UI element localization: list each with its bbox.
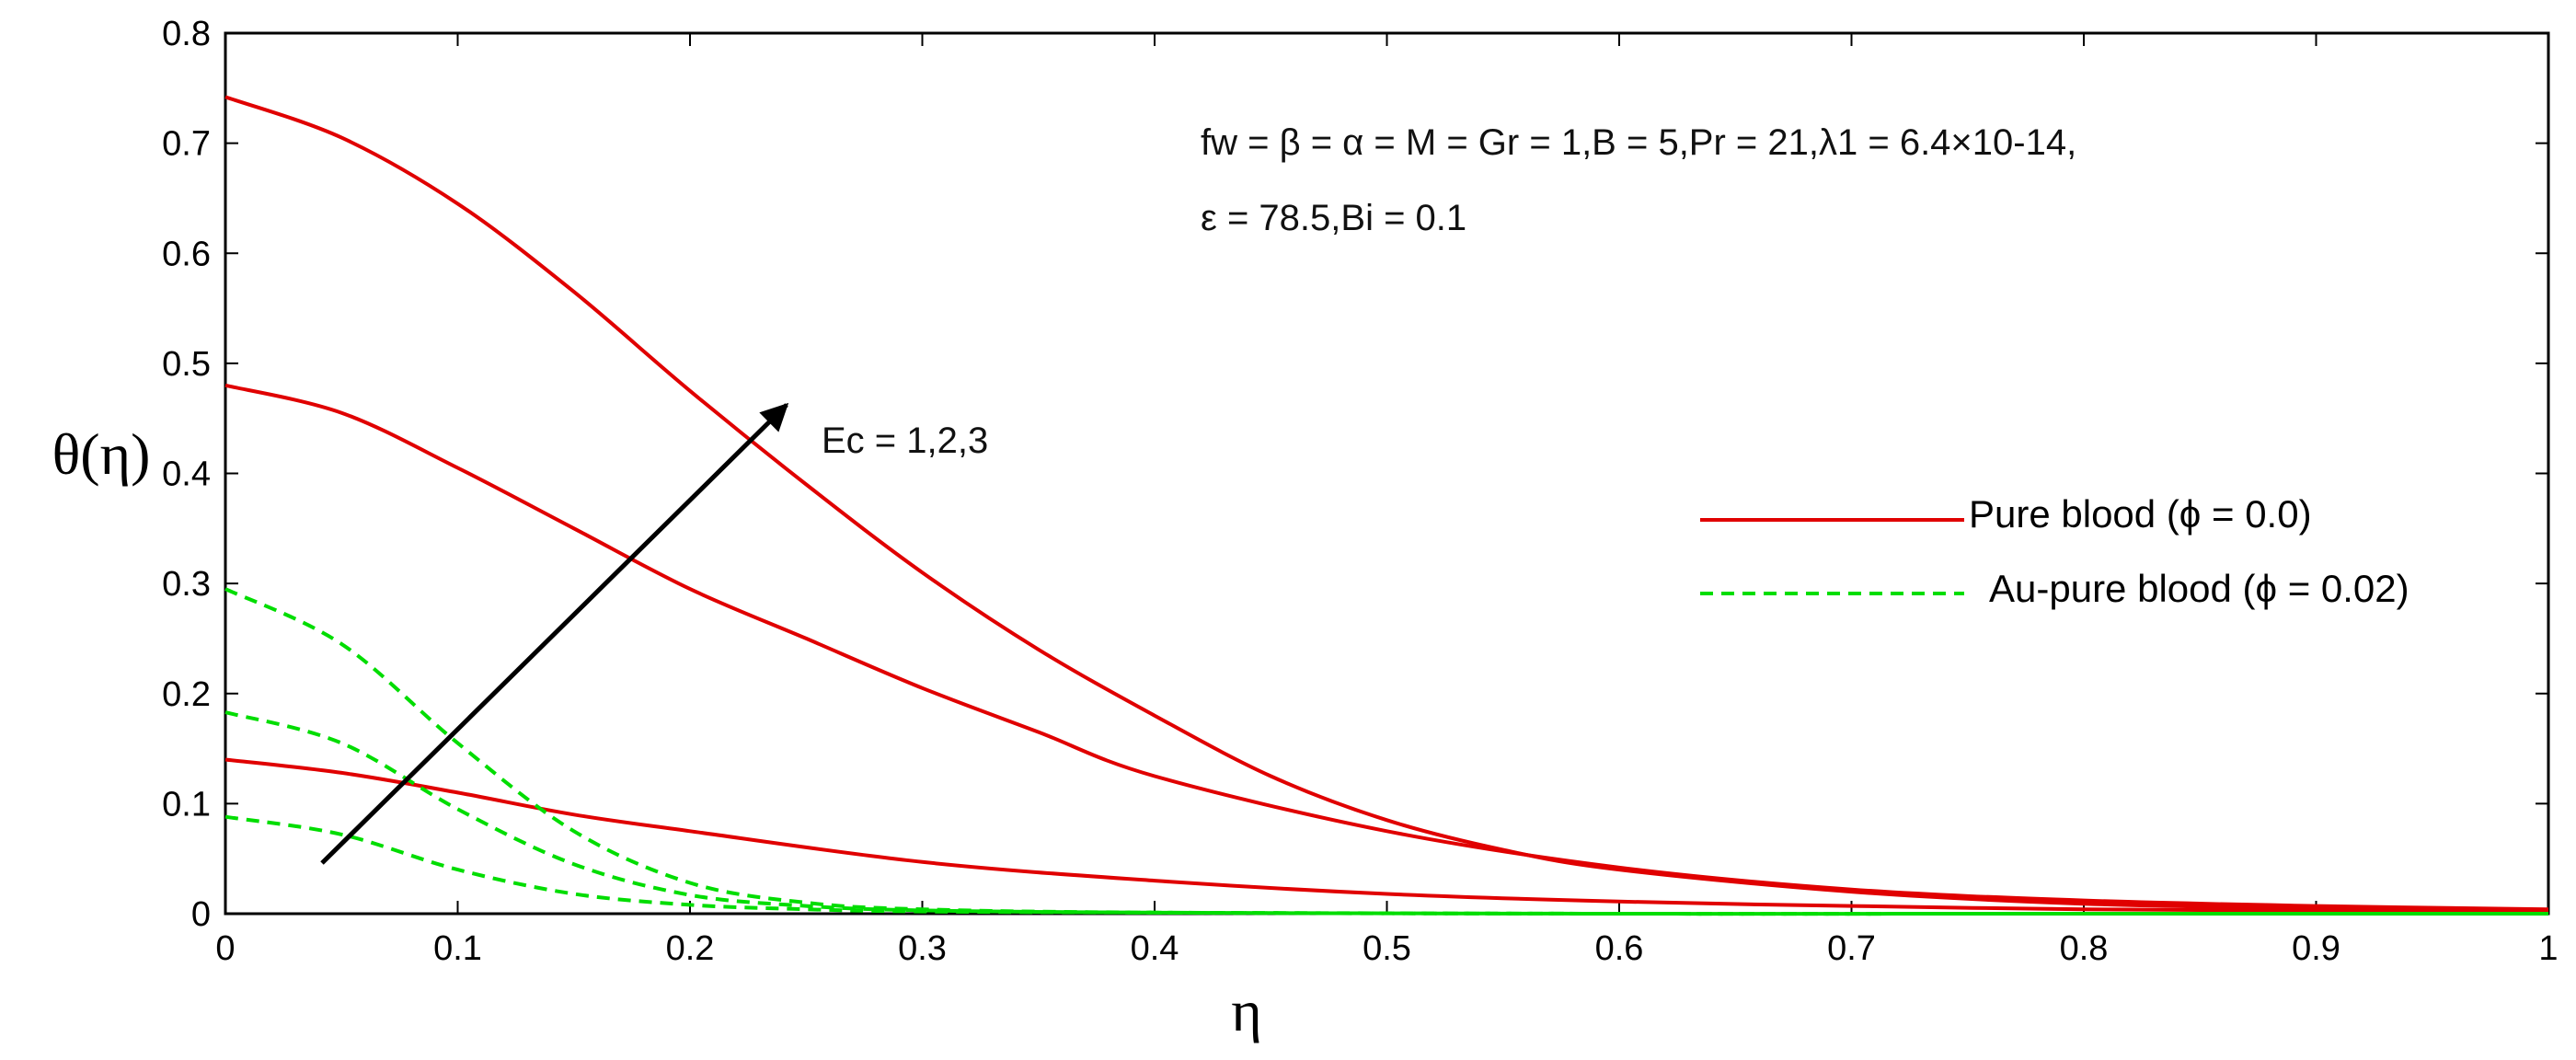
- x-tick-label: 0.5: [1363, 929, 1411, 968]
- x-tick-label: 1: [2538, 929, 2558, 968]
- series-line-pure-blood-ec3: [224, 95, 2549, 913]
- y-tick-label: 0.6: [162, 235, 211, 273]
- ec-trend-arrow: [320, 402, 789, 865]
- y-tick-label: 0.8: [162, 15, 211, 53]
- y-tick-label: 0.3: [162, 565, 211, 604]
- series-line-pure-blood-ec1: [224, 757, 2549, 914]
- y-tick-label: 0: [191, 895, 211, 934]
- parameter-annotation-line2: ε = 78.5,Bi = 0.1: [1201, 198, 1466, 238]
- y-tick-label: 0.1: [162, 785, 211, 824]
- x-tick-label: 0.9: [2292, 929, 2340, 968]
- x-tick-label: 0: [215, 929, 235, 968]
- parameter-annotation-line1: fw = β = α = M = Gr = 1,B = 5,Pr = 21,λ1…: [1201, 122, 2076, 163]
- y-tick-label: 0.4: [162, 455, 211, 494]
- y-tick-label: 0.2: [162, 675, 211, 714]
- y-tick-label: 0.7: [162, 125, 211, 164]
- x-tick-label: 0.6: [1595, 929, 1644, 968]
- series-layer: [224, 95, 2549, 916]
- series-line-au-pure-blood-ec3: [224, 587, 2548, 916]
- legend-label-au-pure-blood: Au-pure blood (ϕ = 0.02): [1989, 567, 2409, 610]
- series-line-au-pure-blood-ec2: [224, 710, 2548, 916]
- x-tick-label: 0.4: [1131, 929, 1179, 968]
- ec-arrow-label: Ec = 1,2,3: [822, 421, 988, 461]
- x-tick-label: 0.1: [433, 929, 482, 968]
- x-tick-label: 0.3: [898, 929, 947, 968]
- x-tick-label: 0.2: [666, 929, 715, 968]
- x-tick-label: 0.7: [1827, 929, 1876, 968]
- x-axis-label: η: [1231, 978, 1261, 1043]
- axis-ticks: 0 0.1 0.2 0.3 0.4 0.5 0.6 0.7 0.8 0.9 1 0 0.1 0.2 0.3 0…: [162, 15, 2558, 968]
- plot-frame: [224, 31, 2550, 916]
- legend-label-pure-blood: Pure blood (ϕ = 0.0): [1969, 492, 2312, 536]
- series-line-pure-blood-ec2: [224, 383, 2549, 912]
- y-tick-label: 0.5: [162, 345, 211, 384]
- x-tick-label: 0.8: [2060, 929, 2109, 968]
- y-axis-label: θ(η): [52, 421, 151, 487]
- legend: Pure blood (ϕ = 0.0) Au-pure blood (ϕ = …: [1700, 492, 2409, 610]
